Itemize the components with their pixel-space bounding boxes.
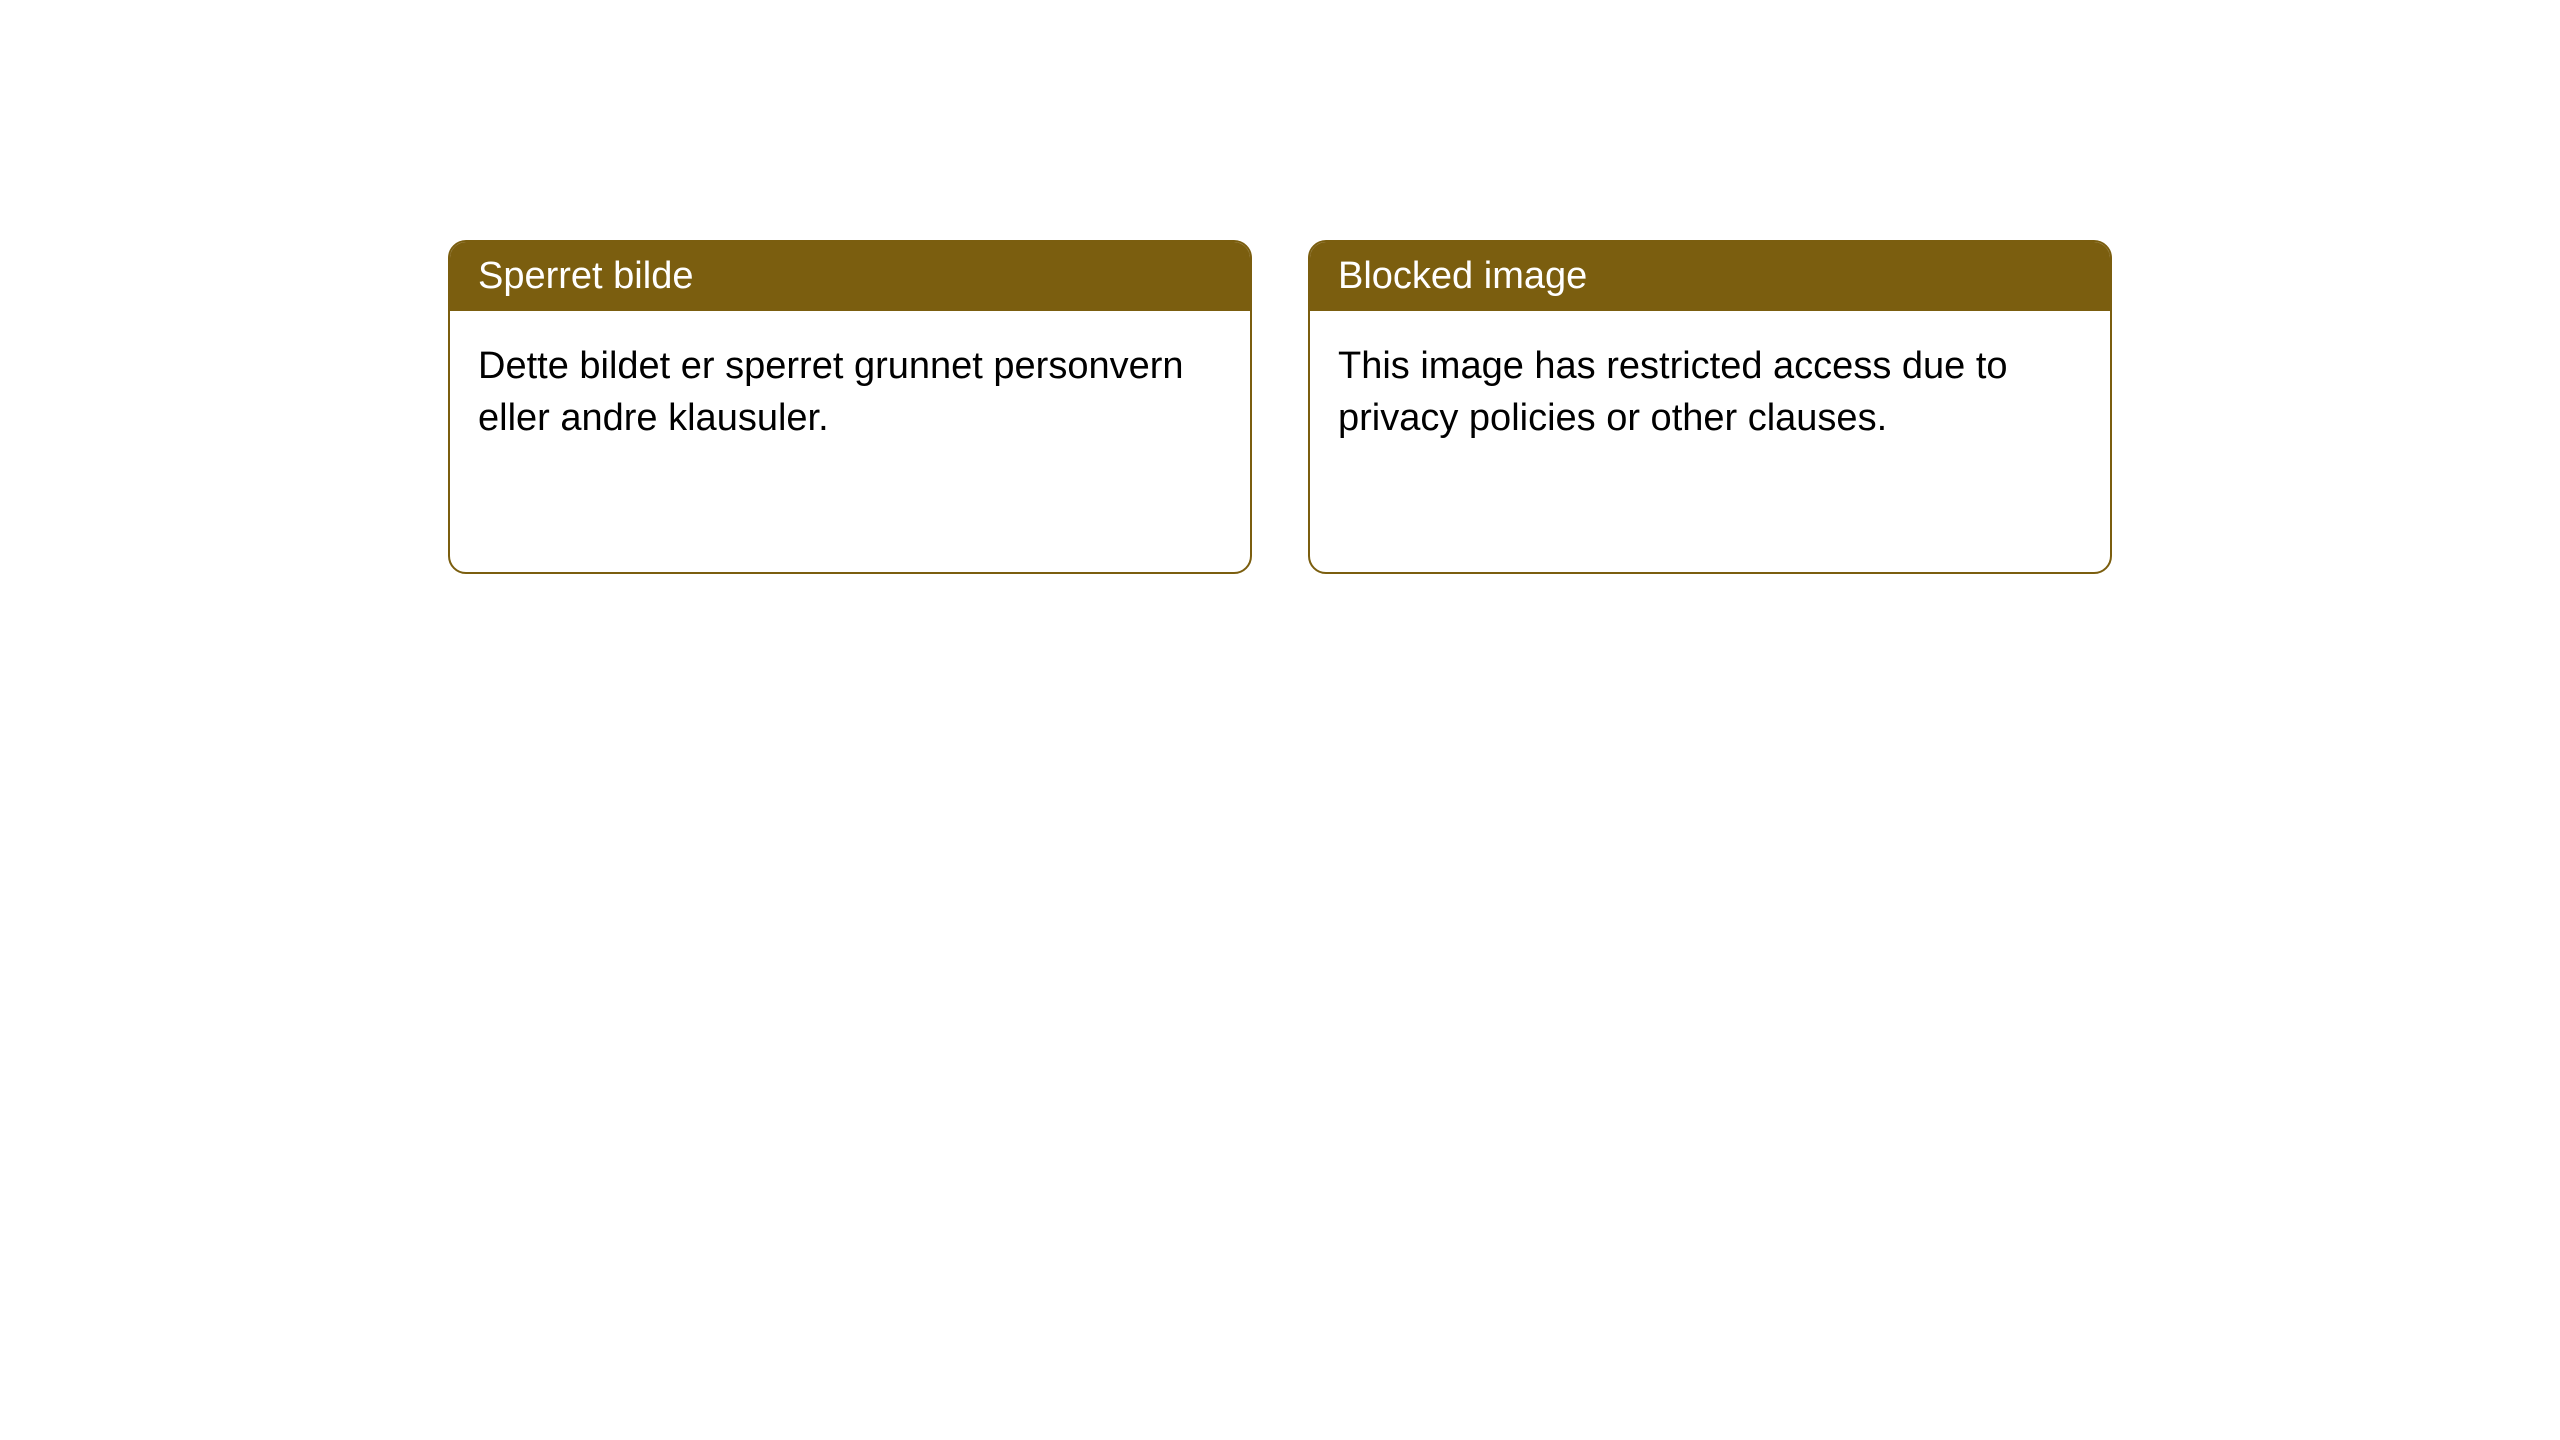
card-body: This image has restricted access due to … (1310, 311, 2110, 474)
notice-card-norwegian: Sperret bilde Dette bildet er sperret gr… (448, 240, 1252, 574)
card-body-text: This image has restricted access due to … (1338, 345, 2008, 438)
card-body-text: Dette bildet er sperret grunnet personve… (478, 345, 1184, 438)
card-header: Blocked image (1310, 242, 2110, 311)
notice-card-english: Blocked image This image has restricted … (1308, 240, 2112, 574)
card-title: Blocked image (1338, 255, 1587, 297)
card-title: Sperret bilde (478, 255, 693, 297)
card-body: Dette bildet er sperret grunnet personve… (450, 311, 1250, 474)
card-header: Sperret bilde (450, 242, 1250, 311)
notice-card-container: Sperret bilde Dette bildet er sperret gr… (0, 0, 2560, 574)
